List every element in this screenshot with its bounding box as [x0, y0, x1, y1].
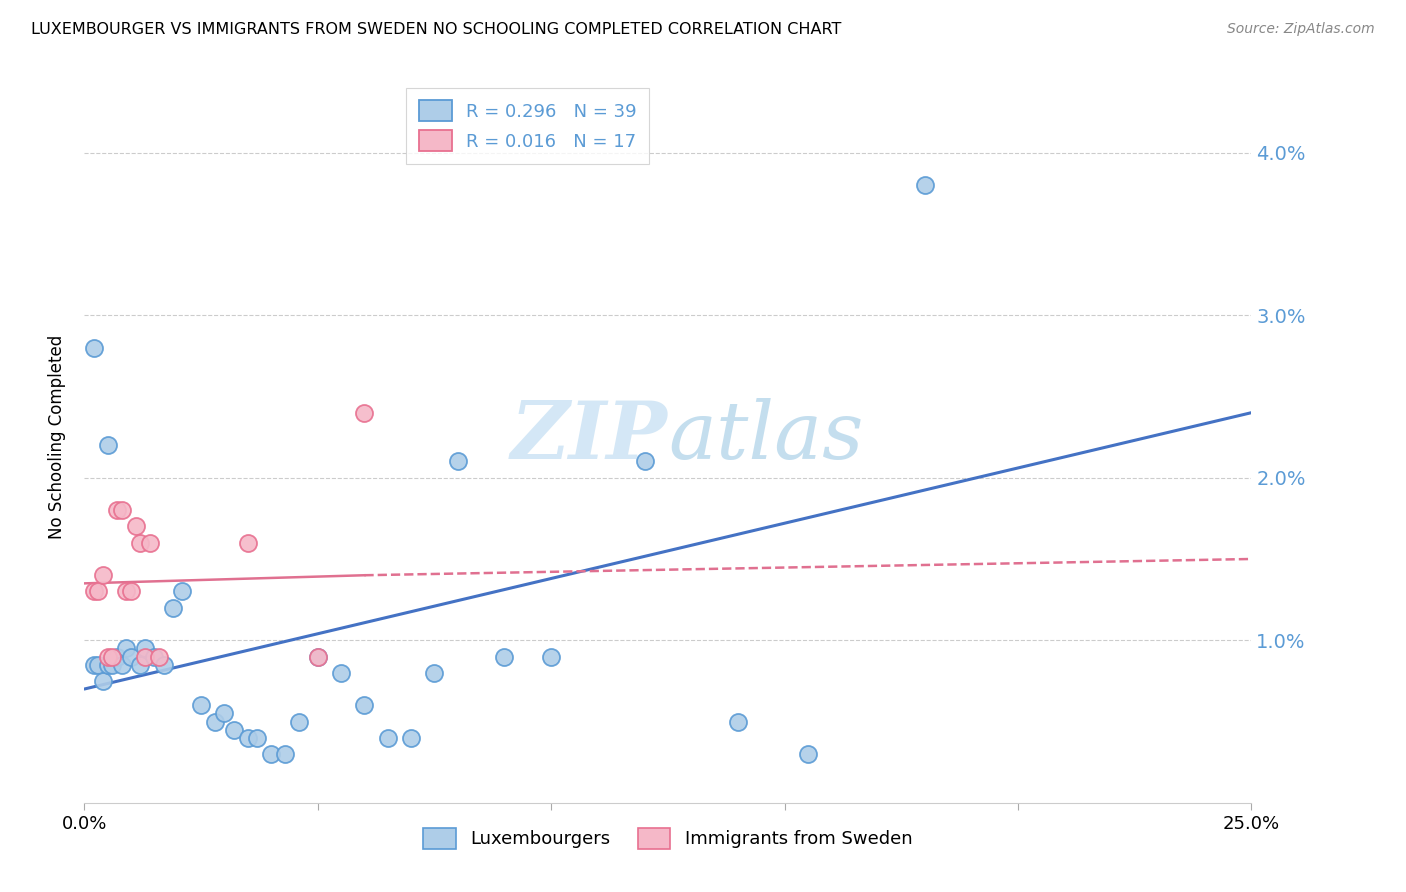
Text: Source: ZipAtlas.com: Source: ZipAtlas.com — [1227, 22, 1375, 37]
Point — [120, 584, 142, 599]
Point — [138, 535, 160, 549]
Text: LUXEMBOURGER VS IMMIGRANTS FROM SWEDEN NO SCHOOLING COMPLETED CORRELATION CHART: LUXEMBOURGER VS IMMIGRANTS FROM SWEDEN N… — [31, 22, 841, 37]
Point — [540, 649, 562, 664]
Text: ZIP: ZIP — [510, 399, 668, 475]
Point — [399, 731, 422, 745]
Point — [87, 657, 110, 672]
Point — [97, 649, 120, 664]
Point — [288, 714, 311, 729]
Point — [236, 731, 259, 745]
Point — [111, 503, 134, 517]
Point — [83, 341, 105, 355]
Point — [423, 665, 446, 680]
Text: atlas: atlas — [668, 399, 863, 475]
Point — [111, 657, 134, 672]
Point — [105, 503, 128, 517]
Point — [91, 673, 114, 688]
Point — [330, 665, 353, 680]
Point — [204, 714, 226, 729]
Point — [129, 535, 152, 549]
Point — [447, 454, 470, 468]
Point — [914, 178, 936, 193]
Point — [797, 747, 820, 761]
Point — [274, 747, 297, 761]
Point — [236, 535, 259, 549]
Point — [101, 649, 124, 664]
Point — [101, 657, 124, 672]
Legend: Luxembourgers, Immigrants from Sweden: Luxembourgers, Immigrants from Sweden — [412, 817, 924, 860]
Point — [115, 641, 138, 656]
Point — [87, 584, 110, 599]
Point — [83, 584, 105, 599]
Point — [307, 649, 329, 664]
Point — [148, 649, 170, 664]
Point — [727, 714, 749, 729]
Point — [353, 406, 375, 420]
Point — [162, 600, 184, 615]
Point — [129, 657, 152, 672]
Point — [125, 519, 148, 533]
Point — [222, 723, 245, 737]
Point — [377, 731, 399, 745]
Point — [633, 454, 655, 468]
Point — [307, 649, 329, 664]
Point — [97, 657, 120, 672]
Point — [120, 649, 142, 664]
Point — [353, 698, 375, 713]
Point — [494, 649, 516, 664]
Point — [190, 698, 212, 713]
Point — [214, 706, 236, 721]
Point — [91, 568, 114, 582]
Point — [134, 641, 156, 656]
Point — [143, 649, 166, 664]
Point — [246, 731, 269, 745]
Point — [134, 649, 156, 664]
Point — [115, 584, 138, 599]
Point — [172, 584, 194, 599]
Point — [83, 657, 105, 672]
Point — [97, 438, 120, 452]
Y-axis label: No Schooling Completed: No Schooling Completed — [48, 335, 66, 539]
Point — [260, 747, 283, 761]
Point — [105, 649, 128, 664]
Point — [152, 657, 174, 672]
